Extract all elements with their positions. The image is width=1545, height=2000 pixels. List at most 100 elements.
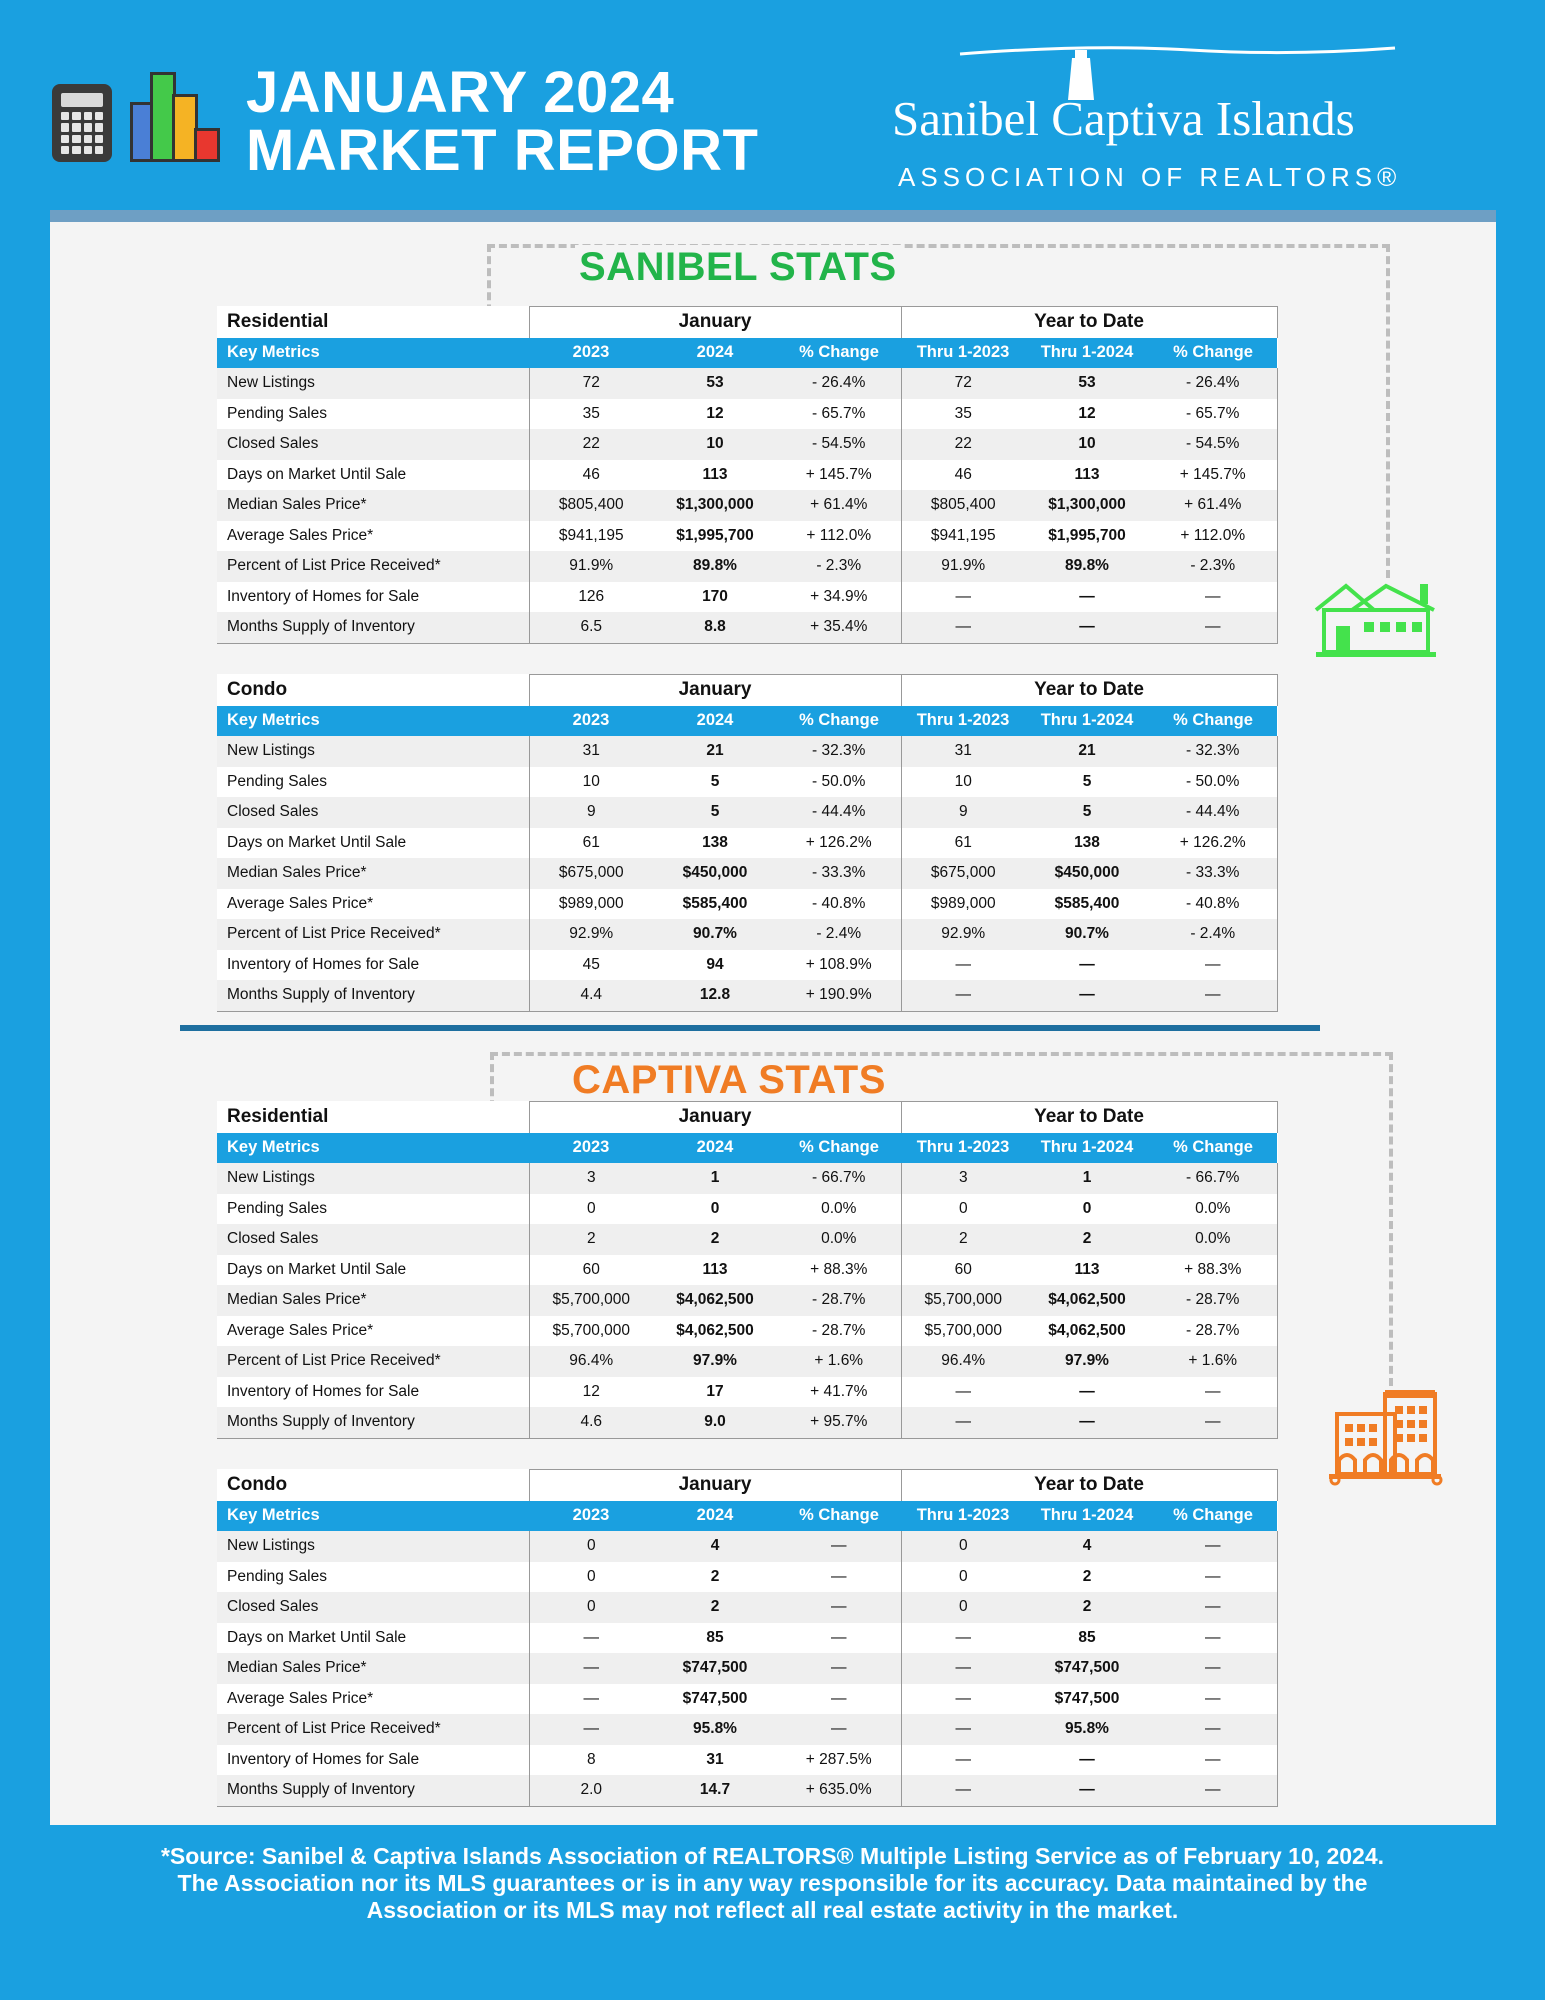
metric-value: — <box>777 1714 902 1745</box>
metric-label: Percent of List Price Received* <box>217 1714 530 1745</box>
metric-value: $450,000 <box>653 858 777 889</box>
metric-label: Days on Market Until Sale <box>217 827 530 858</box>
metric-value: 92.9% <box>529 919 653 950</box>
metric-value: 0.0% <box>777 1193 902 1224</box>
metric-value: $747,500 <box>682 1689 748 1707</box>
metric-label: Pending Sales <box>217 766 530 797</box>
metric-value: 6.5 <box>529 612 653 644</box>
table-row: Closed Sales 0 2—0 2— <box>217 1592 1278 1623</box>
metric-value: — <box>901 1407 1025 1439</box>
metric-value: — <box>1149 1714 1278 1745</box>
column-header: Thru 1-2023 <box>901 705 1025 736</box>
metric-value: — <box>1079 955 1095 973</box>
metric-value: 60 <box>954 1260 972 1278</box>
metric-label: Pending Sales <box>217 1561 530 1592</box>
table-row: Percent of List Price Received* —95.8% — —9… <box>217 1714 1278 1745</box>
column-header: Key Metrics <box>217 1132 529 1163</box>
table-row: Closed Sales 2 2 0.0% 2 2 0.0% <box>217 1224 1278 1255</box>
table-row: Days on Market Until Sale 60 113 + 88.3% 60 1… <box>217 1254 1278 1285</box>
metric-label: New Listings <box>217 1163 530 1194</box>
metric-value: — <box>1025 1775 1149 1807</box>
column-header: 2023 <box>529 337 653 368</box>
metric-value: 2 <box>1082 1567 1092 1585</box>
metric-value: + 61.4% <box>777 490 902 521</box>
column-header: 2023 <box>529 1500 653 1531</box>
metric-value: 97.9% <box>653 1346 777 1377</box>
metric-value: 5 <box>653 797 777 828</box>
footnote-line-2: The Association nor its MLS guarantees o… <box>177 1870 1368 1896</box>
table-row: Inventory of Homes for Sale 8 31 + 287.5% — —… <box>217 1744 1278 1775</box>
column-header: 2023 <box>529 1132 653 1163</box>
table-row: Months Supply of Inventory 6.5 8.8 + 35.4% —… <box>217 612 1278 644</box>
metric-value: $5,700,000 <box>552 1321 631 1339</box>
column-header: Thru 1-2024 <box>1025 705 1149 736</box>
column-header: Key Metrics <box>217 337 529 368</box>
metric-value: — <box>777 1653 902 1684</box>
table-row: Pending Sales 0 0 0.0% 0 0 0.0% <box>217 1193 1278 1224</box>
metric-value: 0 <box>586 1567 596 1585</box>
metric-value: 60 <box>582 1260 600 1278</box>
metric-value: $675,000 <box>529 858 653 889</box>
metric-value: + 1.6% <box>1149 1346 1278 1377</box>
footnote-line-3: Association or its MLS may not reflect a… <box>366 1897 1179 1923</box>
source-footnote: *Source: Sanibel & Captiva Islands Assoc… <box>40 1843 1505 1924</box>
metric-value: - 44.4% <box>1149 797 1278 828</box>
column-header: % Change <box>777 1132 901 1163</box>
table-row: Median Sales Price* — $747,500— — $747,500— <box>217 1653 1278 1684</box>
metric-label: New Listings <box>217 736 530 767</box>
metric-value: 4 <box>1025 1531 1149 1562</box>
metric-value: $585,400 <box>1054 894 1120 912</box>
metric-value: 72 <box>901 368 1025 399</box>
metric-value: 9.0 <box>653 1407 777 1439</box>
house-icon <box>1314 583 1436 657</box>
metric-value: 12 <box>706 404 724 422</box>
metric-value: - 44.4% <box>777 797 902 828</box>
metric-value: + 41.7% <box>777 1376 902 1407</box>
report-header: JANUARY 2024 MARKET REPORT Sanibel Capti… <box>0 0 1545 210</box>
metric-label: Average Sales Price* <box>217 1683 530 1714</box>
metric-value: 35 <box>582 404 600 422</box>
metric-value: 0 <box>1082 1199 1092 1217</box>
metric-value: 138 <box>1074 833 1100 851</box>
metric-value: — <box>901 980 1025 1012</box>
category-label: Condo <box>217 674 529 706</box>
metric-value: 95.8% <box>1025 1714 1149 1745</box>
metric-value: 21 <box>653 736 777 767</box>
metric-value: 10 <box>653 429 777 460</box>
column-header-row: Key Metrics 2023 2024% Change Thru 1-2023 Th… <box>217 1132 1278 1163</box>
metric-value: 113 <box>702 465 728 483</box>
metric-value: 4.6 <box>529 1407 653 1439</box>
table-row: Median Sales Price* $805,400 $1,300,000 + 6… <box>217 490 1278 521</box>
metric-value: + 88.3% <box>1149 1254 1278 1285</box>
metric-value: 94 <box>706 955 724 973</box>
metric-label: Median Sales Price* <box>217 858 530 889</box>
metric-value: — <box>955 1750 972 1768</box>
column-header: Thru 1-2023 <box>901 1500 1025 1531</box>
metric-value: - 28.7% <box>1149 1315 1278 1346</box>
metric-value: + 145.7% <box>1149 459 1278 490</box>
metric-value: 9 <box>901 797 1025 828</box>
table-row: Inventory of Homes for Sale 12 17 + 41.7% — —… <box>217 1376 1278 1407</box>
metric-value: $4,062,500 <box>1025 1285 1149 1316</box>
column-header: % Change <box>1149 1500 1278 1531</box>
metric-value: $941,195 <box>930 526 996 544</box>
metric-value: + 145.7% <box>777 459 902 490</box>
january-group-label: January <box>528 674 901 706</box>
metric-value: 126 <box>578 587 605 605</box>
metric-value: — <box>529 1714 653 1745</box>
title-line-1: JANUARY 2024 <box>246 60 675 125</box>
metric-value: - 54.5% <box>777 429 902 460</box>
metric-value: $989,000 <box>558 894 624 912</box>
metric-value: 5 <box>1025 797 1149 828</box>
building-icon <box>1329 1390 1443 1486</box>
metric-value: — <box>1149 1775 1278 1807</box>
metric-value: — <box>777 1622 902 1653</box>
metric-value: + 112.0% <box>777 520 902 551</box>
metric-value: + 112.0% <box>1149 520 1278 551</box>
metric-value: + 108.9% <box>777 949 902 980</box>
metric-value: 72 <box>529 368 653 399</box>
metric-value: 95.8% <box>653 1714 777 1745</box>
column-header: Thru 1-2024 <box>1025 1500 1149 1531</box>
metric-value: — <box>1149 1622 1278 1653</box>
category-label: Residential <box>217 1101 529 1133</box>
